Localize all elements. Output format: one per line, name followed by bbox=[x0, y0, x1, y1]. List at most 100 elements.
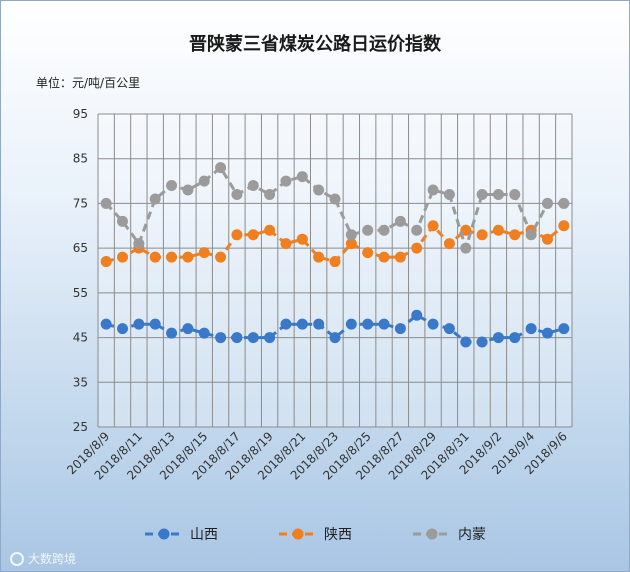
data-point bbox=[509, 332, 521, 344]
data-point bbox=[133, 238, 145, 250]
data-point bbox=[296, 233, 308, 245]
y-tick-label: 75 bbox=[73, 196, 88, 210]
data-point bbox=[198, 327, 210, 339]
data-point bbox=[247, 180, 259, 192]
y-tick-label: 25 bbox=[73, 420, 88, 434]
data-point bbox=[492, 332, 504, 344]
data-point bbox=[394, 215, 406, 227]
y-tick-label: 45 bbox=[73, 331, 88, 345]
data-point bbox=[280, 318, 292, 330]
chart-title: 晋陕蒙三省煤炭公路日运价指数 bbox=[189, 34, 441, 55]
data-point bbox=[182, 184, 194, 196]
data-point bbox=[296, 171, 308, 183]
plot-area bbox=[98, 114, 572, 427]
data-point bbox=[541, 197, 553, 209]
data-point bbox=[198, 247, 210, 259]
data-point bbox=[149, 193, 161, 205]
legend-item: 内蒙 bbox=[412, 524, 486, 544]
data-point bbox=[198, 175, 210, 187]
data-point bbox=[525, 323, 537, 335]
legend-label: 内蒙 bbox=[458, 527, 486, 543]
data-point bbox=[345, 238, 357, 250]
data-point bbox=[313, 184, 325, 196]
data-point bbox=[296, 318, 308, 330]
data-point bbox=[476, 188, 488, 200]
watermark-text: 大数跨境 bbox=[28, 552, 77, 566]
data-point bbox=[100, 197, 112, 209]
data-point bbox=[394, 251, 406, 263]
unit-label: 单位：元/吨/百公里 bbox=[36, 76, 141, 90]
data-point bbox=[264, 188, 276, 200]
legend-label: 陕西 bbox=[324, 527, 352, 543]
data-point bbox=[378, 251, 390, 263]
data-point bbox=[362, 318, 374, 330]
data-point bbox=[100, 256, 112, 268]
data-point bbox=[509, 229, 521, 241]
y-tick-label: 95 bbox=[73, 107, 88, 121]
legend-label: 山西 bbox=[190, 527, 218, 543]
legend-swatch bbox=[279, 528, 317, 540]
series-line-1 bbox=[105, 313, 565, 344]
data-point bbox=[182, 323, 194, 335]
y-tick-label: 65 bbox=[73, 241, 88, 255]
data-point bbox=[329, 332, 341, 344]
watermark: 大数跨境 bbox=[10, 550, 76, 567]
y-tick-label: 85 bbox=[73, 152, 88, 166]
data-point bbox=[117, 251, 129, 263]
data-point bbox=[313, 318, 325, 330]
watermark-logo-icon bbox=[10, 551, 24, 566]
data-point bbox=[215, 251, 227, 263]
data-point bbox=[411, 224, 423, 236]
data-point bbox=[443, 238, 455, 250]
data-point bbox=[166, 180, 178, 192]
data-point bbox=[362, 247, 374, 259]
legend-item: 山西 bbox=[144, 524, 218, 544]
data-point bbox=[558, 323, 570, 335]
data-point bbox=[378, 318, 390, 330]
data-point bbox=[264, 332, 276, 344]
data-point bbox=[280, 175, 292, 187]
data-point bbox=[215, 332, 227, 344]
data-point bbox=[166, 327, 178, 339]
data-point bbox=[378, 224, 390, 236]
data-point bbox=[460, 242, 472, 254]
data-point bbox=[362, 224, 374, 236]
data-point bbox=[117, 323, 129, 335]
data-point bbox=[149, 251, 161, 263]
data-point bbox=[166, 251, 178, 263]
y-tick-label: 55 bbox=[73, 286, 88, 300]
data-point bbox=[541, 327, 553, 339]
data-point bbox=[264, 224, 276, 236]
data-point bbox=[231, 188, 243, 200]
data-point bbox=[329, 256, 341, 268]
data-point bbox=[460, 336, 472, 348]
data-point bbox=[411, 309, 423, 321]
data-point bbox=[247, 332, 259, 344]
data-point bbox=[443, 323, 455, 335]
data-point bbox=[100, 318, 112, 330]
data-point bbox=[345, 318, 357, 330]
y-tick-label: 35 bbox=[73, 375, 88, 389]
data-point bbox=[509, 188, 521, 200]
legend-swatch bbox=[413, 528, 451, 540]
data-point bbox=[558, 197, 570, 209]
data-point bbox=[427, 220, 439, 232]
data-point bbox=[427, 318, 439, 330]
data-point bbox=[460, 224, 472, 236]
data-point bbox=[492, 188, 504, 200]
data-point bbox=[345, 229, 357, 241]
data-point bbox=[476, 336, 488, 348]
data-point bbox=[149, 318, 161, 330]
data-point bbox=[182, 251, 194, 263]
data-point bbox=[215, 162, 227, 174]
data-point bbox=[394, 323, 406, 335]
data-point bbox=[411, 242, 423, 254]
data-point bbox=[133, 318, 145, 330]
data-point bbox=[313, 251, 325, 263]
data-point bbox=[247, 229, 259, 241]
data-point bbox=[492, 224, 504, 236]
data-point bbox=[231, 332, 243, 344]
data-point bbox=[231, 229, 243, 241]
